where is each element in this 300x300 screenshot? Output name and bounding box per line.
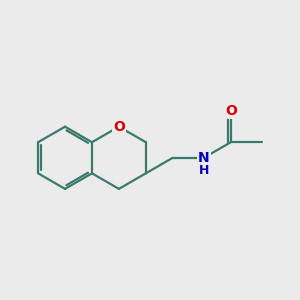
Text: O: O	[225, 104, 237, 118]
Text: O: O	[113, 120, 125, 134]
Text: N: N	[198, 151, 210, 165]
Text: H: H	[199, 164, 209, 177]
